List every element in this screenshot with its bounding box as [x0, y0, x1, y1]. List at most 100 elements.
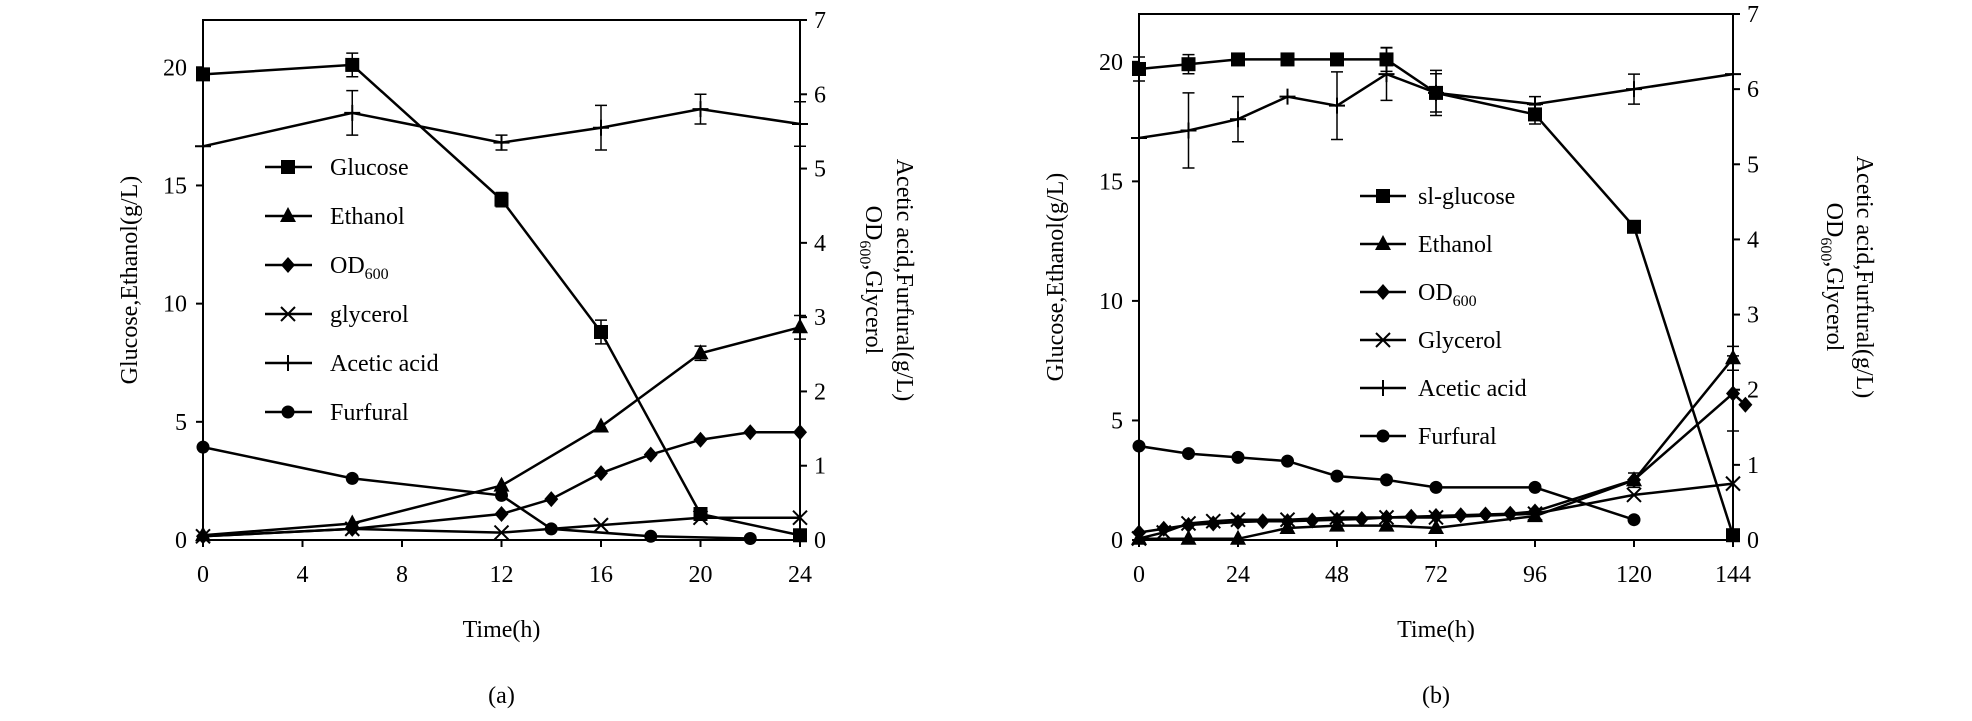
x-tick-label: 96 [1523, 562, 1547, 588]
data-point [196, 440, 210, 454]
data-point [493, 134, 510, 151]
data-point [1380, 473, 1393, 487]
x-tick-label: 4 [297, 562, 309, 588]
y-tick-label: 0 [175, 528, 187, 554]
series-acetic-acid [1131, 47, 1741, 169]
data-point [1231, 52, 1245, 67]
y2-tick-label: 6 [1747, 77, 1759, 103]
legend-marker [281, 160, 295, 174]
data-point [1206, 515, 1221, 532]
y2-tick-label: 4 [1747, 227, 1759, 253]
y2-axis-title-line2: Acetic acid,Furfural(g/L) [1851, 156, 1877, 399]
data-point [1429, 480, 1443, 494]
data-point [1330, 52, 1344, 67]
panel-label: (a) [488, 683, 515, 709]
data-point [1132, 439, 1146, 453]
data-point [1231, 450, 1245, 464]
y2-tick-label: 1 [814, 454, 826, 480]
panel-label: (b) [1422, 683, 1450, 709]
data-point [1453, 507, 1468, 524]
legend-item-acetic-acid: Acetic acid [265, 351, 439, 377]
legend-item-furfural: Furfural [1360, 424, 1497, 450]
y-tick-label: 20 [163, 55, 187, 81]
y2-tick-label: 3 [1747, 303, 1759, 329]
data-point [1131, 129, 1147, 146]
series-line [202, 445, 751, 540]
y-tick-label: 15 [1099, 169, 1123, 195]
x-tick-label: 0 [197, 562, 209, 588]
data-point [1329, 97, 1345, 114]
legend-item-od600: OD600 [265, 253, 389, 283]
series-furfural [196, 440, 757, 546]
data-point [1627, 471, 1641, 488]
x-tick-label: 144 [1715, 562, 1751, 588]
data-point [693, 431, 708, 448]
data-point [1378, 509, 1395, 526]
data-point [1156, 524, 1172, 541]
legend-label: OD600 [330, 253, 389, 283]
y-tick-label: 5 [175, 410, 187, 436]
data-point [793, 528, 807, 543]
series-line [202, 326, 801, 537]
data-point [196, 67, 210, 82]
legend-item-acetic-acid: Acetic acid [1360, 376, 1527, 402]
x-tick-label: 48 [1325, 562, 1349, 588]
y2-tick-label: 0 [814, 528, 826, 554]
legend-marker [1376, 429, 1390, 443]
data-point [1181, 57, 1196, 72]
y2-tick-label: 2 [814, 379, 826, 405]
y2-tick-label: 5 [1747, 152, 1759, 178]
legend-label: sl-glucose [1418, 184, 1515, 210]
x-axis-title: Time(h) [1397, 617, 1475, 643]
data-point [1279, 88, 1296, 105]
data-point [1725, 66, 1741, 83]
data-point [1182, 447, 1195, 461]
data-point [594, 465, 608, 482]
legend-item-od600: OD600 [1360, 280, 1477, 310]
series-line [1138, 58, 1735, 536]
x-tick-label: 12 [490, 562, 514, 588]
y2-tick-label: 4 [814, 231, 826, 257]
data-point [1527, 505, 1543, 522]
data-point [1180, 515, 1197, 532]
data-point [1627, 219, 1641, 234]
data-point [494, 192, 509, 207]
data-point [1528, 503, 1542, 520]
data-point [1330, 511, 1344, 528]
y2-tick-label: 3 [814, 305, 826, 331]
x-tick-label: 120 [1616, 562, 1652, 588]
data-point [1205, 513, 1221, 529]
data-point [1726, 528, 1740, 543]
data-point [1255, 513, 1270, 530]
x-axis-title: Time(h) [463, 617, 541, 643]
legend-label: glycerol [330, 302, 409, 328]
y2-tick-label: 5 [814, 157, 826, 183]
data-point [692, 510, 709, 526]
data-point [743, 424, 758, 441]
data-point [544, 491, 559, 508]
legend-label: Acetic acid [1418, 376, 1527, 402]
panel-a: 0 4 8 12 16 20 240510152001234567Time(h)Glucos… [117, 8, 917, 709]
legend-marker [280, 306, 296, 322]
data-point [344, 104, 361, 121]
series-line [1138, 482, 1734, 540]
legend-item-glycerol: Glycerol [1360, 328, 1502, 354]
series-line [202, 107, 801, 148]
x-tick-label: 8 [396, 562, 408, 588]
data-point [692, 344, 709, 360]
legend-label: Furfural [330, 400, 409, 426]
data-point [792, 510, 808, 526]
legend-label: Acetic acid [330, 351, 439, 377]
x-tick-label: 24 [788, 562, 812, 588]
series-acetic-acid [195, 89, 808, 155]
legend-item-glucose: Glucose [265, 155, 409, 181]
y-axis-title: Glucose,Ethanol(g/L) [1043, 173, 1069, 382]
data-point [1428, 509, 1444, 526]
y2-axis-title-line2: Acetic acid,Furfural(g/L) [891, 159, 917, 402]
data-point [344, 521, 360, 537]
y-tick-label: 0 [1111, 528, 1123, 554]
data-point [1527, 96, 1543, 113]
data-point [792, 116, 808, 132]
data-point [793, 424, 807, 441]
data-point [1329, 509, 1345, 526]
